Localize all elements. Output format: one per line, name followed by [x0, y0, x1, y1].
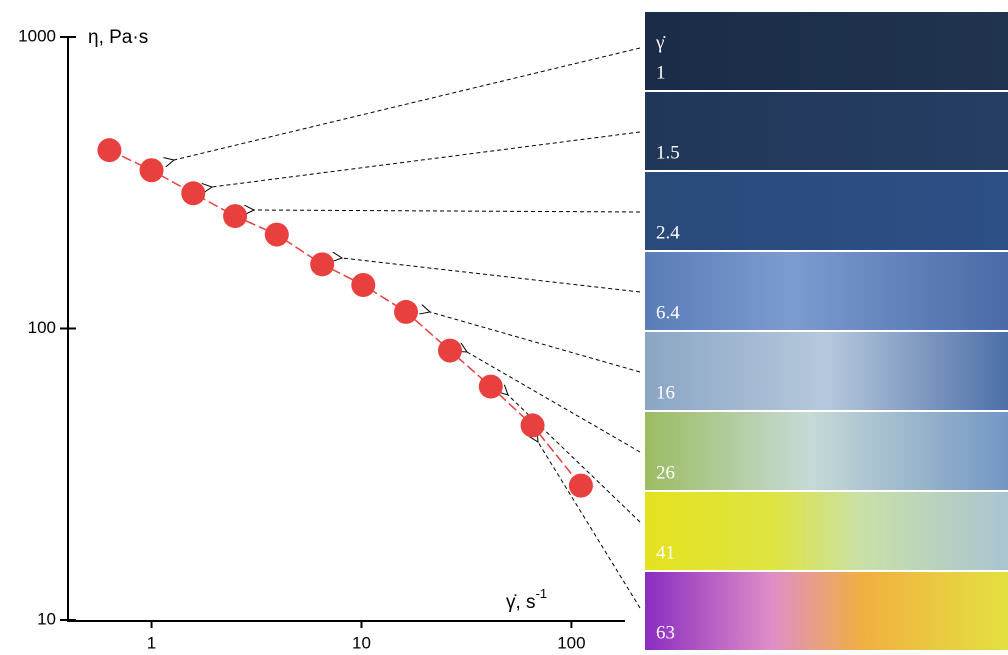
data-point — [140, 158, 164, 182]
y-tick-label: 1000 — [18, 26, 56, 45]
strip-label: 41 — [656, 542, 675, 563]
data-point — [310, 252, 334, 276]
data-point — [97, 138, 121, 162]
arrow — [342, 258, 640, 292]
y-tick-label: 100 — [28, 318, 56, 337]
trend-line — [109, 150, 581, 485]
arrow — [430, 312, 640, 372]
strip-label: 6.4 — [656, 302, 680, 323]
data-point — [521, 413, 545, 437]
strip-label: 1.5 — [656, 142, 680, 163]
arrow — [174, 48, 640, 160]
photo — [645, 12, 1008, 90]
data-point — [223, 204, 247, 228]
photo — [645, 492, 1008, 570]
x-axis-label-main: γ̇, s — [506, 592, 536, 613]
x-tick-label: 10 — [352, 633, 371, 650]
arrow — [538, 442, 640, 608]
photo — [645, 572, 1008, 650]
strip-label: 1 — [656, 62, 666, 83]
data-point — [569, 474, 593, 498]
strip-label: 2.4 — [656, 222, 680, 243]
y-axis-label: η, Pa·s — [88, 27, 148, 48]
data-point — [479, 375, 503, 399]
photo-strips: γ̇ — [645, 12, 1008, 650]
data-point — [438, 339, 462, 363]
x-tick-label: 100 — [557, 633, 585, 650]
arrow — [467, 352, 640, 452]
data-point — [351, 273, 375, 297]
arrows — [174, 48, 640, 608]
y-tick-label: 10 — [37, 609, 56, 628]
data-point — [394, 300, 418, 324]
x-tick-label: 1 — [147, 633, 156, 650]
strip-label: 16 — [656, 382, 675, 403]
arrow — [254, 210, 640, 212]
photo — [645, 172, 1008, 250]
data-point — [181, 181, 205, 205]
chart: γ̇ η, Pa·s γ̇, s-1 10 100 1000 1 10 100 1 1.5 2.… — [0, 0, 1008, 650]
arrow — [508, 395, 640, 522]
strip-label: 63 — [656, 622, 675, 643]
photo — [645, 332, 1008, 410]
photo — [645, 252, 1008, 330]
data-point — [265, 223, 289, 247]
arrow — [212, 132, 640, 187]
photo — [645, 92, 1008, 170]
x-axis-label: γ̇, s-1 — [506, 586, 547, 613]
x-axis-label-sup: -1 — [536, 586, 548, 601]
photo — [645, 412, 1008, 490]
strip-label: 26 — [656, 462, 675, 483]
